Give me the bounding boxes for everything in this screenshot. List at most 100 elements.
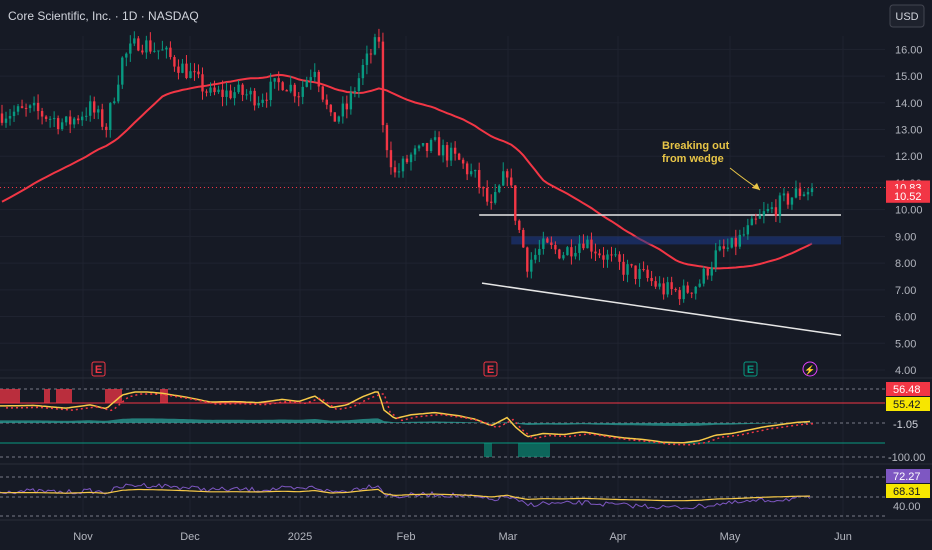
osc-badge-label: 56.48 <box>893 384 921 396</box>
candle-body <box>690 292 693 294</box>
candle-body <box>321 86 324 100</box>
candle-body <box>498 185 501 193</box>
osc-dotted-line <box>6 393 817 446</box>
candle-body <box>149 40 152 52</box>
candle-body <box>477 170 481 188</box>
candle-body <box>698 283 701 287</box>
candle-body <box>473 170 477 172</box>
price-tick-label: 15.00 <box>895 71 923 83</box>
candle-body <box>457 153 461 160</box>
candle-body <box>802 194 806 196</box>
candle-body <box>129 43 132 54</box>
osc-histogram <box>0 418 810 426</box>
candle-body <box>678 290 681 300</box>
osc-badge-bg <box>886 382 930 396</box>
candle-body <box>702 268 705 284</box>
candle-body <box>550 242 553 245</box>
candle-body <box>173 57 176 67</box>
rsi-badge-bg <box>886 484 930 498</box>
candle-body <box>289 84 292 92</box>
earnings-marker-2[interactable]: E <box>483 361 498 377</box>
candle-body <box>666 282 669 295</box>
candle-body <box>233 92 236 99</box>
oscillator-pane: 56.48 55.42 -1.05 -100.00 <box>0 382 930 464</box>
candle-body <box>542 238 545 249</box>
candle-body <box>365 53 369 65</box>
candle-body <box>213 87 216 93</box>
currency-button[interactable]: USD <box>889 4 925 28</box>
candle-body <box>341 103 345 117</box>
candle-body <box>738 234 742 247</box>
candle-body <box>317 71 320 87</box>
candle-body <box>570 247 573 257</box>
candle-body <box>506 171 509 178</box>
candle-body <box>261 99 264 104</box>
candle-body <box>89 101 92 116</box>
chart-title: Core Scientific, Inc. · 1D · NASDAQ <box>8 9 199 23</box>
candle-body <box>566 247 569 256</box>
candle-body <box>241 84 244 95</box>
candle-body <box>221 89 224 97</box>
price-tick-label: 8.00 <box>895 258 916 270</box>
annotation-line-1: Breaking out <box>662 140 730 152</box>
candle-body <box>514 185 517 221</box>
candle-body <box>630 264 633 266</box>
osc-overbought-block <box>105 389 122 403</box>
osc-oversold-block <box>484 443 492 457</box>
candle-body <box>758 215 762 219</box>
osc-overbought-block <box>0 389 20 403</box>
support-zone <box>511 236 841 245</box>
time-axis[interactable]: Nov Dec 2025 Feb Mar Apr May Jun <box>73 531 852 543</box>
candle-body <box>586 239 589 249</box>
candle-body <box>185 63 188 79</box>
candle-body <box>790 197 794 205</box>
candle-body <box>714 250 717 268</box>
osc-tick-label: -100.00 <box>888 452 925 464</box>
candle-body <box>654 281 657 287</box>
candle-body <box>277 78 280 83</box>
candle-body <box>626 264 629 275</box>
candle-body <box>401 158 405 172</box>
candle-body <box>686 285 689 293</box>
candle-body <box>574 252 577 257</box>
candle-body <box>421 143 425 146</box>
candle-body <box>349 92 353 110</box>
candle-body <box>486 187 489 202</box>
rsi-ma-line <box>0 488 810 502</box>
price-tick-label: 4.00 <box>895 365 916 377</box>
candle-body <box>48 118 52 120</box>
candle-body <box>249 90 252 95</box>
candle-body <box>301 86 304 97</box>
price-axis[interactable]: 16.0015.0014.0013.0012.0011.0010.009.008… <box>895 44 923 377</box>
rsi-tick-label: 40.00 <box>893 501 921 513</box>
candle-body <box>481 187 485 189</box>
price-tick-label: 10.00 <box>895 205 923 217</box>
candle-body <box>646 269 649 278</box>
candle-body <box>642 269 645 271</box>
dividend-marker[interactable]: ⚡ <box>802 361 818 377</box>
annotation-line-2: from wedge <box>662 153 724 165</box>
candle-body <box>369 53 373 55</box>
earnings-marker-3[interactable]: E <box>743 361 758 377</box>
earnings-marker-1[interactable]: E <box>91 361 106 377</box>
candle-body <box>389 150 393 168</box>
candles-layer <box>0 28 814 306</box>
candle-body <box>285 90 288 92</box>
candle-body <box>305 80 308 87</box>
candle-body <box>734 237 738 247</box>
candle-body <box>125 53 128 58</box>
time-tick-label: Jun <box>834 531 852 543</box>
candle-body <box>357 78 361 91</box>
candle-body <box>36 102 40 112</box>
candle-body <box>237 84 240 93</box>
candle-body <box>217 89 220 93</box>
candle-body <box>674 289 677 291</box>
annotation-arrowhead <box>752 183 760 190</box>
candle-body <box>726 247 729 249</box>
candle-body <box>81 116 84 121</box>
candle-body <box>93 101 96 113</box>
candle-body <box>205 91 208 93</box>
candle-body <box>181 63 184 73</box>
